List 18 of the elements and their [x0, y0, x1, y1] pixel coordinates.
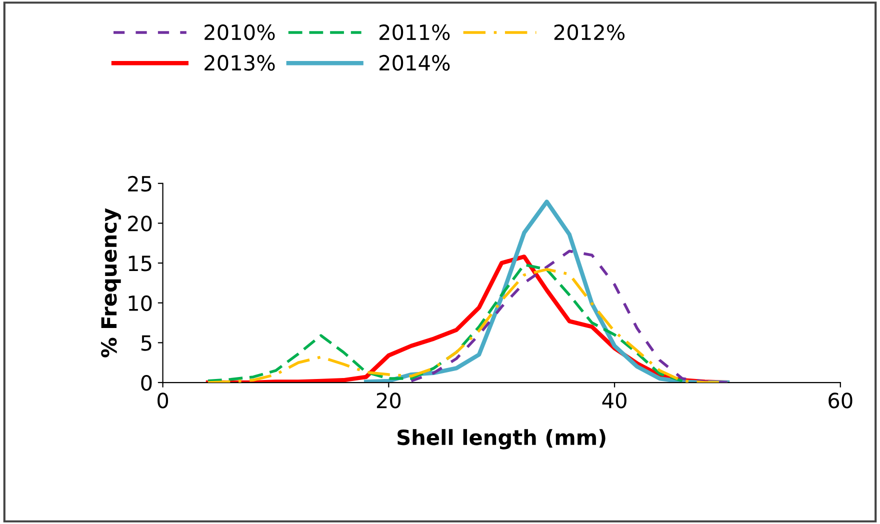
y-tick-label: 5 [141, 335, 152, 351]
x-tick-label: 0 [158, 392, 168, 408]
x-tick-label: 20 [376, 392, 401, 408]
x-tick-label: 40 [602, 392, 626, 408]
legend-label: 2011% [380, 24, 450, 40]
legend-label: 2013% [204, 54, 275, 71]
y-tick-label: 10 [128, 295, 152, 312]
legend-label: 2010% [204, 24, 275, 40]
legend-label: 2012% [554, 24, 625, 40]
legend-label: 2014% [380, 54, 450, 71]
y-axis-title: % Frequency [101, 208, 122, 358]
y-tick-label: 0 [141, 374, 152, 391]
y-tick-label: 15 [128, 256, 152, 272]
y-tick-label: 20 [128, 216, 152, 232]
x-tick-label: 60 [828, 392, 852, 408]
x-axis-title: Shell length (mm) [398, 429, 606, 450]
y-tick-label: 25 [128, 176, 152, 192]
line-series [410, 250, 729, 383]
